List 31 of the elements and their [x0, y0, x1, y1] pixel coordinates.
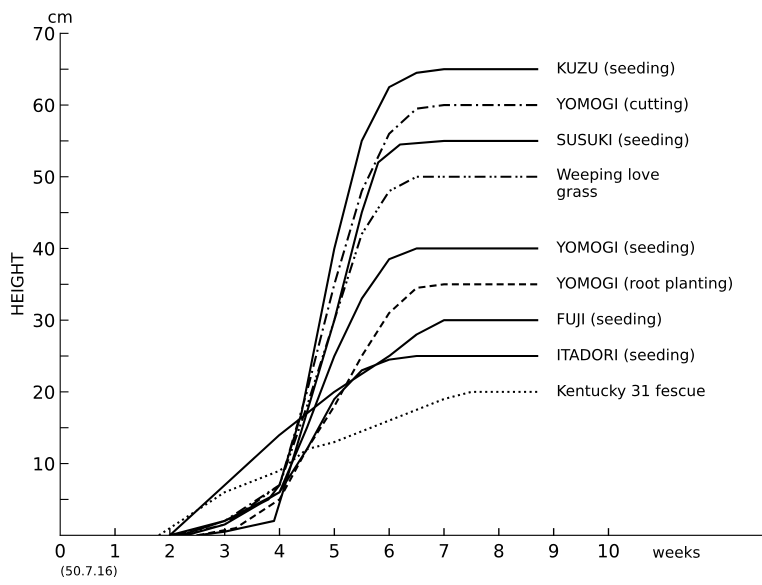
- y-tick-label: 20: [34, 385, 54, 399]
- y-tick-label: 10: [34, 457, 54, 471]
- series-label: Kentucky 31 fescue: [558, 384, 705, 400]
- y-tick-label: 60: [34, 98, 54, 112]
- y-tick-label: 30: [34, 314, 54, 328]
- text: (50.7.16): [61, 566, 117, 577]
- series-label: SUSUKI (seeding): [557, 134, 688, 148]
- y-tick-label: 70: [34, 26, 54, 40]
- series-label: Weeping love grass: [556, 168, 659, 200]
- x-tick-label: 2: [165, 544, 174, 558]
- y-tick-label: 50: [34, 170, 54, 184]
- series-label: YOMOGI (seeding): [556, 241, 694, 256]
- x-tick-label: 5: [330, 544, 339, 558]
- x-tick-label: 1: [111, 544, 120, 558]
- series-label: YOMOGI (root planting): [556, 276, 732, 292]
- series-label: YOMOGI (cutting): [556, 98, 688, 112]
- series-label: KUZU (seeding): [558, 62, 674, 77]
- series-label: FUJI (seeding): [558, 312, 661, 328]
- x-tick-label: 3: [220, 544, 229, 558]
- x-axis-title: weeks: [652, 546, 700, 558]
- x-tick-label: 0: [56, 544, 65, 558]
- x-tick-label: 8: [494, 544, 504, 558]
- text: cm: [48, 13, 72, 23]
- series-label: ITADORI (seeding): [558, 348, 694, 364]
- x-tick-label: 10: [598, 544, 619, 558]
- x-tick-label: 7: [440, 544, 448, 558]
- x-tick-label: 9: [549, 544, 558, 558]
- y-tick-label: 40: [33, 242, 54, 256]
- x-tick-label: 4: [274, 544, 284, 558]
- x-tick-label: 6: [384, 544, 394, 558]
- y-axis-title: HEIGHT: [10, 252, 24, 314]
